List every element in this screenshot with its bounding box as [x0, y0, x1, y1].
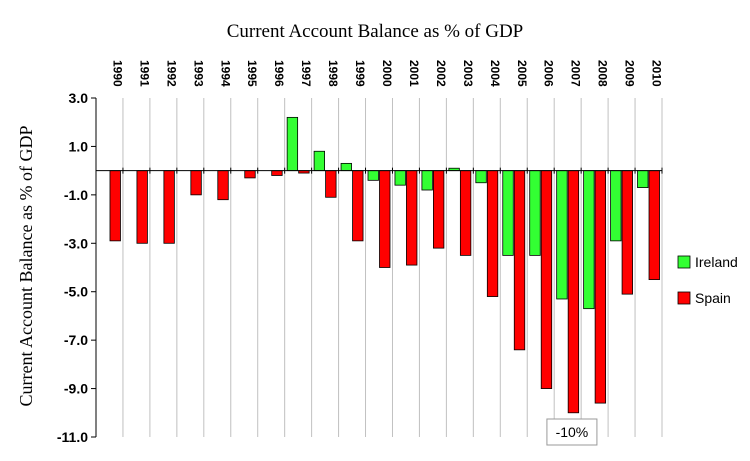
bar-spain — [379, 170, 391, 268]
y-tick-label: -1.0 — [64, 187, 88, 203]
legend-label-spain: Spain — [695, 290, 731, 306]
plot-area: 3.0 1.0 -1.0 -3.0 -5.0 -7.0 -9.0 -11.0 1990 1991 1… — [57, 60, 664, 446]
annotation-label: -10% — [556, 424, 589, 440]
bar-ireland — [556, 170, 568, 300]
bar-spain — [513, 170, 526, 351]
x-tick-label: 2009 — [623, 60, 637, 87]
y-tick-label: -3.0 — [64, 235, 88, 251]
bar-ireland — [286, 116, 299, 172]
bar-spain — [486, 170, 499, 297]
bar-ireland — [610, 170, 622, 242]
chart-title: Current Account Balance as % of GDP — [227, 21, 524, 42]
bar-spain — [594, 170, 607, 404]
bar-spain — [217, 170, 229, 201]
bar-spain — [433, 170, 445, 249]
bar-ireland — [394, 170, 406, 186]
bar-spain — [109, 170, 121, 242]
bar-spain — [648, 170, 660, 281]
y-tick-label: -7.0 — [64, 332, 88, 348]
x-tick-label: 2007 — [569, 60, 583, 87]
bar-ireland — [583, 170, 595, 310]
x-tick-label: 1993 — [191, 60, 205, 87]
bar-ireland — [502, 170, 514, 256]
x-tick-label: 1999 — [353, 60, 367, 87]
x-tick-label: 1991 — [137, 60, 151, 87]
x-tick-label: 2004 — [488, 60, 502, 87]
bar-ireland — [340, 162, 352, 172]
x-tick-label: 1997 — [299, 60, 313, 87]
bar-spain — [459, 170, 472, 256]
x-tick-label: 1992 — [164, 60, 178, 87]
bar-spain — [567, 170, 580, 414]
x-tick-label: 2002 — [434, 60, 448, 87]
x-tick-label: 1995 — [245, 60, 259, 87]
bar-spain — [352, 170, 364, 242]
legend-swatch-spain — [677, 291, 691, 305]
bar-spain — [163, 170, 175, 244]
x-tick-label: 2005 — [515, 60, 529, 87]
y-tick-label: 3.0 — [69, 90, 89, 106]
x-tick-label: 1998 — [326, 60, 340, 87]
y-tick-label: -9.0 — [64, 381, 88, 397]
x-tick-label: 1990 — [110, 60, 124, 87]
bar-ireland — [529, 170, 541, 256]
bar-ireland — [367, 170, 379, 181]
bar-ireland — [313, 150, 325, 172]
x-tick-label: 2000 — [380, 60, 394, 87]
bar-ireland — [637, 170, 649, 188]
y-axis-label: Current Account Balance as % of GDP — [16, 126, 36, 407]
x-tick-label: 1996 — [272, 60, 286, 87]
legend-swatch-ireland — [677, 255, 691, 269]
x-tick-label: 2003 — [461, 60, 475, 87]
x-tick-label: 2008 — [596, 60, 610, 87]
y-tick-label: -5.0 — [64, 284, 88, 300]
x-tick-label: 2010 — [650, 60, 664, 87]
bar-ireland — [475, 170, 487, 184]
legend: Ireland Spain — [677, 254, 738, 306]
x-tick-label: 1994 — [218, 60, 232, 87]
x-tick-label: 2006 — [542, 60, 556, 87]
bar-spain — [540, 170, 553, 389]
bar-spain — [136, 170, 148, 244]
y-tick-label: -11.0 — [57, 429, 88, 445]
bar-spain — [621, 170, 633, 295]
bar-spain — [406, 170, 418, 266]
bar-ireland — [421, 170, 433, 191]
bar-spain — [190, 170, 202, 196]
bar-spain — [325, 170, 337, 198]
y-tick-label: 1.0 — [69, 138, 89, 154]
bar-spain — [271, 170, 283, 176]
annotation-box — [546, 418, 598, 446]
bar-spain — [244, 170, 256, 179]
x-tick-label: 2001 — [407, 60, 421, 87]
legend-label-ireland: Ireland — [695, 254, 738, 270]
